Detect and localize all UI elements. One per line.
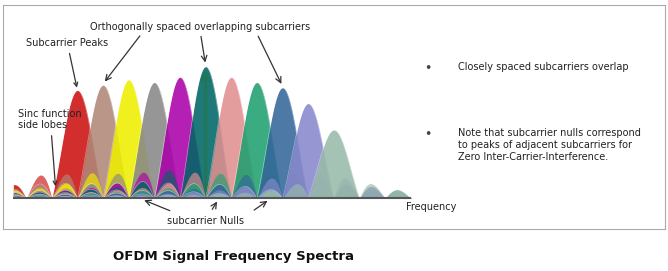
Text: Frequency: Frequency (405, 202, 456, 212)
Text: •: • (424, 62, 432, 75)
Text: subcarrier Nulls: subcarrier Nulls (167, 216, 244, 226)
Text: Orthogonally spaced overlapping subcarriers: Orthogonally spaced overlapping subcarri… (90, 22, 311, 32)
Text: OFDM Signal Frequency Spectra: OFDM Signal Frequency Spectra (114, 250, 354, 263)
Text: Subcarrier Peaks: Subcarrier Peaks (26, 38, 108, 86)
Text: Note that subcarrier nulls correspond
to peaks of adjacent subcarriers for
Zero : Note that subcarrier nulls correspond to… (458, 128, 641, 162)
Text: Sinc function
side lobes: Sinc function side lobes (19, 109, 82, 185)
Text: •: • (424, 128, 432, 141)
Text: Closely spaced subcarriers overlap: Closely spaced subcarriers overlap (458, 62, 628, 72)
